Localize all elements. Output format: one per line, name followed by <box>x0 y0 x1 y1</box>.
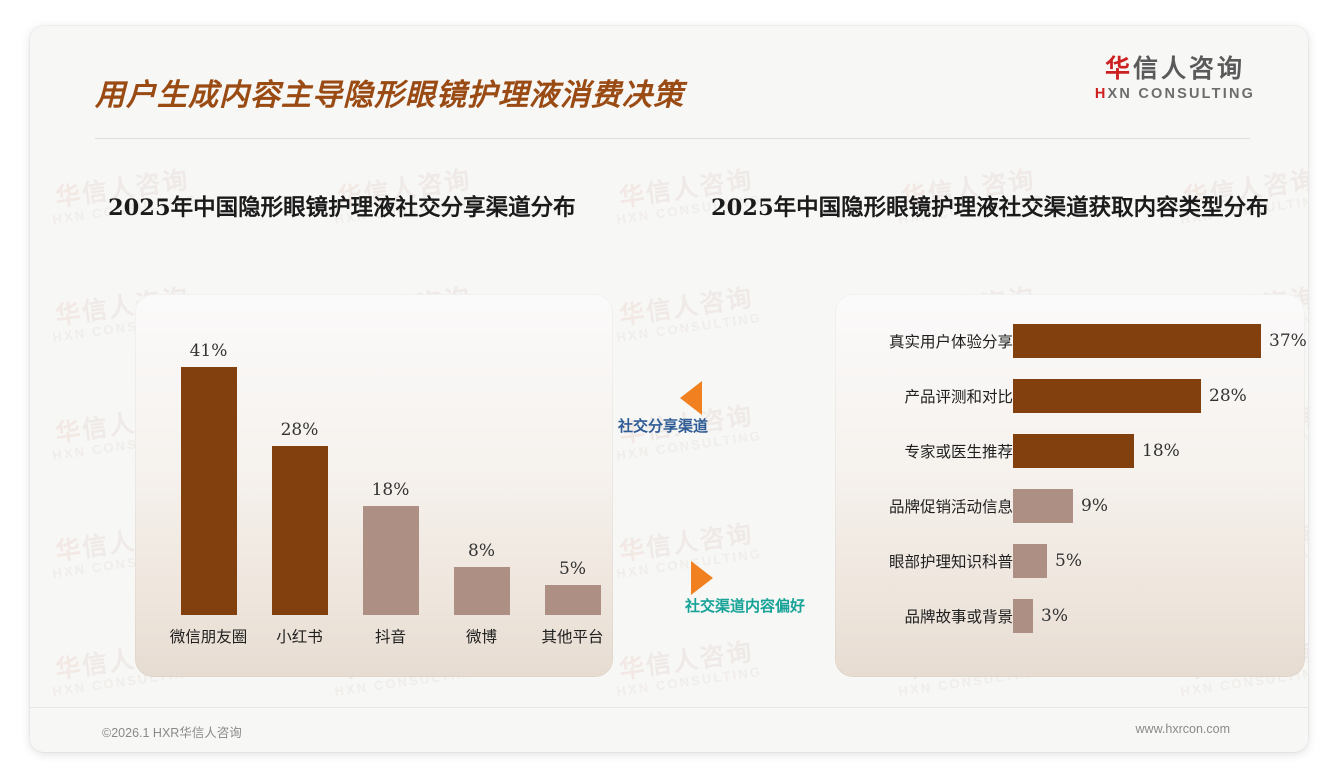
bar-value-label: 9% <box>1081 496 1108 516</box>
horizontal-bar-chart: 真实用户体验分享 37% 产品评测和对比 28% 专家或医生推荐 18% 品牌促销活动信息 9… <box>835 294 1307 677</box>
chart-panel-right: 真实用户体验分享 37% 产品评测和对比 28% 专家或医生推荐 18% 品牌促销活动信息 9… <box>835 294 1307 677</box>
vertical-bar-group: 5% 其他平台 <box>527 559 618 646</box>
bar-value-label: 5% <box>559 559 586 579</box>
vertical-bar-group: 28% 小红书 <box>254 420 345 646</box>
logo-char-hua: 华 <box>1104 55 1133 83</box>
page-title: 用户生成内容主导隐形眼镜护理液消费决策 <box>95 78 684 113</box>
logo-english-text: HXN CONSULTING <box>1080 86 1270 102</box>
bar-category-label: 专家或医生推荐 <box>904 444 1013 461</box>
chart-panel-left: 41% 微信朋友圈 28% 小红书 18% 抖音 8% 微博 5% 其他平台 <box>135 294 613 677</box>
bar-category-label: 产品评测和对比 <box>904 389 1013 406</box>
chart-title-right: 2025年中国隐形眼镜护理液社交渠道获取内容类型分布 <box>711 195 1269 221</box>
bar-category-label: 其他平台 <box>541 629 604 646</box>
bar-value-label: 41% <box>189 341 228 361</box>
header-divider <box>95 138 1250 139</box>
vertical-bar-group: 18% 抖音 <box>345 480 436 646</box>
logo-english-rest: XN CONSULTING <box>1107 85 1256 102</box>
bar-value-label: 28% <box>1209 386 1247 406</box>
horizontal-bar-group: 专家或医生推荐 18% <box>835 434 1305 468</box>
company-logo: 华信人咨询 HXN CONSULTING <box>1080 55 1270 102</box>
bar-rect <box>1013 324 1261 358</box>
bar-rect <box>1013 379 1201 413</box>
horizontal-bar-group: 产品评测和对比 28% <box>835 379 1305 413</box>
callout-social-share-channel: 社交分享渠道 <box>618 381 708 436</box>
bar-value-label: 18% <box>371 480 410 500</box>
callout-bottom-label: 社交渠道内容偏好 <box>685 597 806 615</box>
bar-category-label: 品牌故事或背景 <box>904 609 1013 626</box>
bar-category-label: 眼部护理知识科普 <box>888 554 1013 571</box>
bar-rect <box>1013 434 1134 468</box>
bar-rect <box>1013 599 1033 633</box>
triangle-left-icon <box>680 381 702 415</box>
chart-title-left: 2025年中国隐形眼镜护理液社交分享渠道分布 <box>108 195 576 221</box>
website-url: www.hxrcon.com <box>1135 722 1230 736</box>
horizontal-bar-group: 品牌故事或背景 3% <box>835 599 1305 633</box>
copyright-text: ©2026.1 HXR华信人咨询 <box>102 726 242 740</box>
bar-category-label: 微博 <box>465 629 498 646</box>
slide-card: 华信人咨询 HXN CONSULTING 华信人咨询 HXN CONSULTING 华信… <box>30 26 1308 752</box>
bar-rect <box>1013 489 1073 523</box>
bar-rect <box>271 446 328 615</box>
bar-value-label: 37% <box>1269 331 1307 351</box>
bar-category-label: 真实用户体验分享 <box>888 334 1013 351</box>
vertical-bar-chart: 41% 微信朋友圈 28% 小红书 18% 抖音 8% 微博 5% 其他平台 <box>135 294 613 677</box>
bar-rect <box>1013 544 1047 578</box>
callout-content-preference: 社交渠道内容偏好 <box>685 561 805 616</box>
slide-header: 用户生成内容主导隐形眼镜护理液消费决策 华信人咨询 HXN CONSULTING <box>30 26 1308 118</box>
vertical-bar-group: 8% 微博 <box>436 541 527 646</box>
bar-category-label: 小红书 <box>276 629 323 646</box>
horizontal-bar-group: 品牌促销活动信息 9% <box>835 489 1305 523</box>
footer-bar: ©2026.1 HXR华信人咨询 www.hxrcon.com <box>30 707 1308 752</box>
horizontal-bar-group: 眼部护理知识科普 5% <box>835 544 1305 578</box>
bar-rect <box>362 506 419 615</box>
bar-category-label: 品牌促销活动信息 <box>888 499 1013 516</box>
bar-category-label: 微信朋友圈 <box>169 629 248 646</box>
triangle-right-icon <box>691 561 713 595</box>
vertical-bar-group: 41% 微信朋友圈 <box>163 341 254 646</box>
bar-value-label: 5% <box>1055 551 1082 571</box>
bar-value-label: 18% <box>1142 441 1180 461</box>
bar-rect <box>180 367 237 615</box>
logo-char-h: H <box>1094 85 1108 102</box>
bar-category-label: 抖音 <box>374 629 407 646</box>
logo-chinese-rest: 信人咨询 <box>1133 55 1246 83</box>
bar-value-label: 28% <box>280 420 319 440</box>
bar-rect <box>544 585 601 615</box>
callout-top-label: 社交分享渠道 <box>618 417 709 435</box>
bar-rect <box>453 567 510 615</box>
bar-value-label: 3% <box>1041 606 1068 626</box>
horizontal-bar-group: 真实用户体验分享 37% <box>835 324 1307 358</box>
bar-value-label: 8% <box>468 541 495 561</box>
logo-chinese-text: 华信人咨询 <box>1080 55 1270 84</box>
